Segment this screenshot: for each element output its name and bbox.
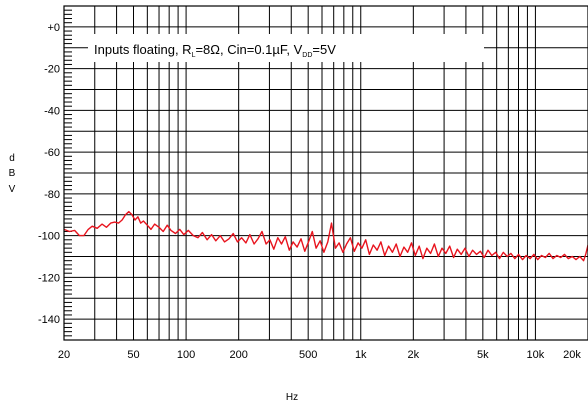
y-tick-label: -80 (44, 189, 60, 201)
annotation-vdd-sub: DD (302, 52, 312, 59)
annotation: Inputs floating, RL=8Ω, Cin=0.1µF, VDD=5… (94, 42, 336, 59)
y-tick-label: -20 (44, 64, 60, 76)
x-tick-label: 10k (527, 349, 545, 361)
y-tick-label: -120 (38, 272, 60, 284)
y-tick-label: -40 (44, 105, 60, 117)
x-tick-label: 50 (127, 349, 139, 361)
x-tick-label: 1k (355, 349, 367, 361)
series-line (63, 210, 588, 262)
annotation-prefix: Inputs floating, R (94, 42, 192, 57)
x-tick-label: 20k (563, 349, 581, 361)
y-tick-label: -140 (38, 314, 60, 326)
x-tick-label: 200 (229, 349, 247, 361)
x-tick-label: 100 (177, 349, 195, 361)
series-layer (63, 210, 588, 262)
y-axis-label-3: V (9, 184, 16, 195)
y-tick-label: -60 (44, 147, 60, 159)
y-tick-label: -100 (38, 231, 60, 243)
axis-ticks (64, 9, 72, 337)
annotation-box (88, 34, 484, 62)
x-tick-label: 5k (477, 349, 489, 361)
y-tick-labels: +0 -20 -40 -60 -80 -100 -120 -140 (38, 22, 60, 326)
x-tick-label: 20 (58, 349, 70, 361)
annotation-mid: =8Ω, Cin=0.1µF, V (195, 42, 302, 57)
plot-frame (63, 5, 588, 341)
x-tick-label: 2k (408, 349, 420, 361)
y-axis-label-2: B (9, 168, 16, 179)
y-tick-label: +0 (47, 22, 60, 34)
x-tick-labels: 20 50 100 200 500 1k 2k 5k 10k 20k (58, 349, 581, 361)
x-tick-label: 500 (299, 349, 317, 361)
x-axis-label: Hz (286, 392, 298, 403)
annotation-suffix: =5V (312, 42, 336, 57)
y-axis-label-1: d (9, 153, 15, 164)
annotation-rl-sub: L (192, 52, 196, 59)
